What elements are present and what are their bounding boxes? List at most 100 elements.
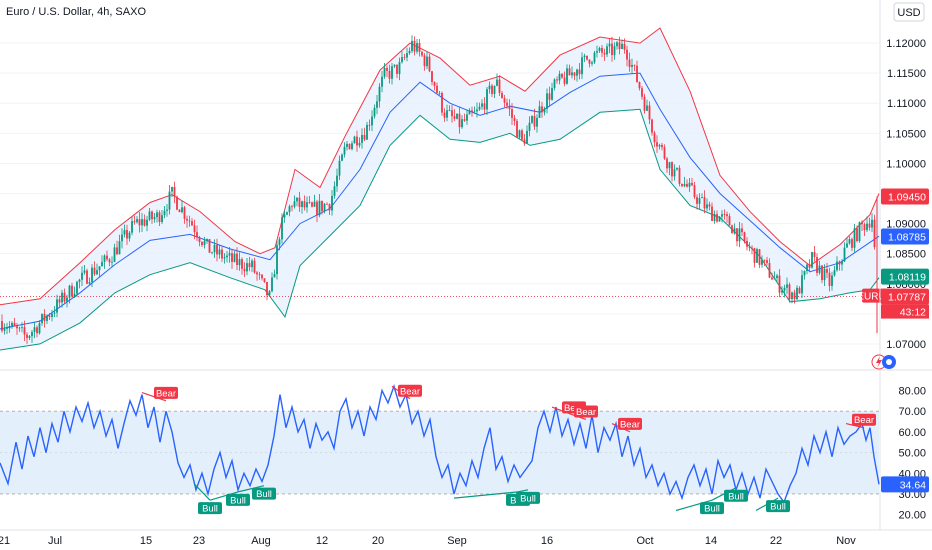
candle-body xyxy=(826,269,828,273)
candle-body xyxy=(138,219,141,226)
price-tick-label: 1.11000 xyxy=(887,98,926,110)
candle-body xyxy=(291,206,293,208)
candle-body xyxy=(748,246,751,248)
time-tick-label: Nov xyxy=(836,535,856,547)
price-tag xyxy=(881,228,929,245)
candle-body xyxy=(368,124,371,126)
candle-body xyxy=(203,240,206,245)
candle-body xyxy=(721,214,723,217)
candle-body xyxy=(233,253,236,262)
candle-body xyxy=(658,144,661,147)
alert-icon[interactable] xyxy=(871,354,887,370)
candle-body xyxy=(236,253,238,266)
candle-body xyxy=(366,124,368,140)
candle-body xyxy=(843,247,846,262)
candle-body xyxy=(561,73,563,78)
candle-body xyxy=(813,252,816,257)
candle-body xyxy=(536,117,538,127)
candle-body xyxy=(306,202,308,208)
price-axis[interactable]: 1.120001.115001.110001.105001.100001.095… xyxy=(881,38,929,522)
currency-button[interactable]: USD xyxy=(893,2,925,22)
candle-body xyxy=(798,287,801,294)
candle-body xyxy=(21,327,23,328)
price-tick-label: 1.09000 xyxy=(886,219,926,231)
candle-body xyxy=(726,214,728,217)
price-pane[interactable]: EURUSD xyxy=(0,27,900,351)
candle-body xyxy=(516,121,518,138)
candle-body xyxy=(448,110,451,112)
candle-body xyxy=(148,211,151,220)
candle-body xyxy=(446,110,448,118)
candle-body xyxy=(256,272,258,275)
candle-body xyxy=(301,201,303,208)
candle-body xyxy=(831,275,833,286)
candle-body xyxy=(711,206,713,221)
candle-body xyxy=(388,70,391,79)
candle-body xyxy=(121,234,123,242)
candle-body xyxy=(646,105,648,111)
candle-body xyxy=(116,247,118,255)
divergence-tag xyxy=(574,405,598,418)
candle-body xyxy=(786,284,788,288)
candle-body xyxy=(238,259,241,266)
candle-body xyxy=(591,62,593,64)
candle-body xyxy=(411,40,413,51)
candle-body xyxy=(433,81,436,86)
candle-body xyxy=(343,146,346,155)
candle-body xyxy=(161,215,163,223)
candle-body xyxy=(133,221,136,223)
price-tick-label: 1.12000 xyxy=(886,38,926,50)
candle-body xyxy=(606,46,608,55)
settings-icon[interactable] xyxy=(882,355,896,369)
candle-body xyxy=(38,323,41,334)
candle-body xyxy=(318,200,321,216)
candle-body xyxy=(48,315,51,317)
candle-body xyxy=(53,312,56,314)
bollinger-middle-line xyxy=(0,72,880,330)
divergence-label: Bear xyxy=(620,419,640,430)
candle-body xyxy=(716,214,718,222)
candle-body xyxy=(686,183,688,187)
candle-body xyxy=(41,313,43,324)
candle-body xyxy=(661,144,663,148)
candle-body xyxy=(28,336,31,338)
candle-body xyxy=(576,69,578,76)
candle-body xyxy=(541,106,543,113)
candle-body xyxy=(681,183,683,187)
divergence-label: Bull xyxy=(520,493,536,504)
candle-body xyxy=(768,263,771,278)
candle-body xyxy=(308,202,311,204)
candle-body xyxy=(603,52,606,55)
price-tick-label: 1.10000 xyxy=(886,158,926,170)
candle-body xyxy=(438,92,441,94)
candle-body xyxy=(18,327,21,329)
candle-body xyxy=(331,195,333,211)
time-axis[interactable]: 21 Jul 15 23 Aug 12 20 Sep 16 Oct 14 22 Nov xyxy=(0,535,856,547)
candle-body xyxy=(436,85,438,93)
rsi-pane[interactable]: Bear Bull Bull Bull Bear Bull Bull Bear Bear Bear… xyxy=(0,384,880,515)
candle-body xyxy=(398,62,401,74)
rsi-tick-label: 60.00 xyxy=(898,427,926,439)
candle-body xyxy=(83,270,86,273)
candle-body xyxy=(773,278,776,280)
divergence-label: Bear xyxy=(156,388,176,399)
candle-body xyxy=(491,85,493,94)
candle-body xyxy=(98,266,101,271)
candle-body xyxy=(671,162,673,177)
candle-body xyxy=(123,229,126,235)
candle-body xyxy=(261,274,263,279)
candle-body xyxy=(266,281,268,296)
candle-body xyxy=(93,267,96,275)
candle-body xyxy=(13,322,16,327)
candle-body xyxy=(421,51,423,56)
candle-body xyxy=(861,222,863,225)
candle-body xyxy=(521,130,523,140)
candle-body xyxy=(778,275,781,293)
candle-body xyxy=(328,204,331,211)
candle-body xyxy=(771,277,773,280)
candle-body xyxy=(593,52,596,63)
candle-body xyxy=(513,117,516,122)
symbol-tag-label: EURUSD xyxy=(857,292,899,303)
candle-body xyxy=(728,216,731,226)
